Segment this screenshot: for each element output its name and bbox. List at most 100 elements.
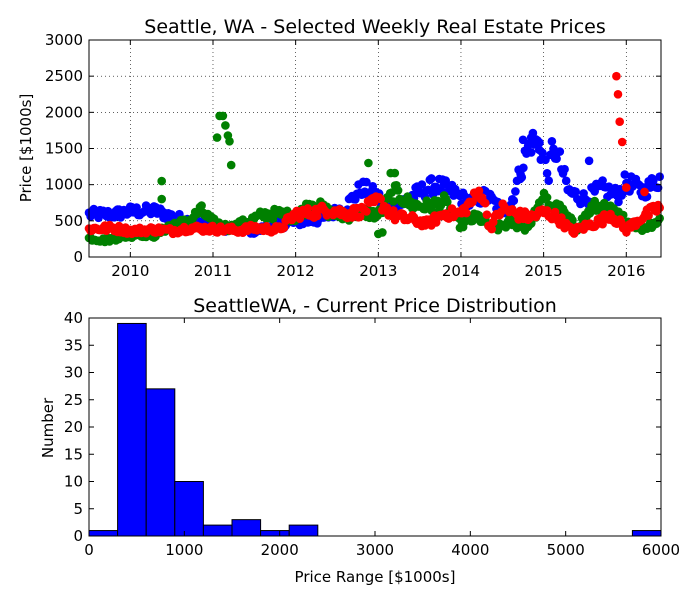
scatter-ytick-label: 0 [73,248,83,266]
histogram-bar [202,524,233,537]
scatter-point [527,148,536,157]
scatter-xtick-label: 2014 [442,262,480,280]
scatter-chart: Seattle, WA - Selected Weekly Real Estat… [17,16,664,280]
scatter-point [509,196,519,205]
scatter-point [547,137,557,146]
histogram-bar [288,524,319,537]
scatter-ylabel: Price [$1000s] [17,94,35,203]
scatter-xtick-label: 2016 [607,262,645,280]
scatter-point [655,203,664,213]
histogram-ytick-label: 25 [64,391,83,409]
scatter-ticks: 2010 2011 2012 2013 2014 2015 2016 0 500 1000 1500… [45,31,661,280]
histogram-plot-frame [88,317,662,537]
scatter-point [157,176,166,186]
histogram-xtick-label: 5000 [547,541,585,559]
histogram-bar [145,388,176,537]
scatter-points [84,71,664,247]
histogram-xtick-label: 2000 [261,541,299,559]
scatter-point [542,193,552,202]
histogram-ytick-label: 0 [73,527,83,545]
histogram-bar [117,322,147,537]
histogram-xtick-label: 6000 [642,541,680,559]
scatter-point [584,156,594,166]
histogram-ytick-label: 40 [64,309,83,327]
scatter-point [427,174,436,183]
scatter-point [622,183,631,192]
scatter-point [303,204,313,213]
scatter-point [613,90,623,99]
histogram-bars [88,322,662,537]
histogram-bar [174,481,204,537]
scatter-point [542,169,552,178]
histogram-xtick-label: 4000 [451,541,489,559]
scatter-point [560,164,569,174]
histogram-bar [631,530,662,537]
histogram-bar [260,530,290,537]
scatter-point [615,117,624,126]
scatter-point [653,183,663,193]
histogram-bar [231,519,262,537]
histogram-chart: SeattleWA, - Current Price Distribution … [39,295,680,586]
scatter-point [555,147,565,156]
scatter-point [218,111,228,121]
scatter-point [157,194,166,204]
scatter-point [212,133,222,142]
scatter-point [598,219,607,229]
scatter-point [221,121,230,130]
scatter-point [561,176,571,186]
scatter-point [462,208,471,218]
scatter-point [376,194,386,204]
scatter-point [362,177,371,187]
scatter-series-2 [84,71,664,239]
scatter-point [364,158,373,168]
histogram-ytick-label: 20 [64,418,83,436]
histogram-title: SeattleWA, - Current Price Distribution [193,295,557,317]
scatter-point [640,187,649,197]
scatter-plot-frame [88,39,662,258]
scatter-ytick-label: 2000 [45,103,83,121]
scatter-point [614,197,623,207]
scatter-point [552,154,561,163]
histogram-ytick-label: 30 [64,364,83,382]
scatter-point [617,137,627,147]
scatter-point [226,160,236,170]
scatter-point [544,176,553,185]
scatter-ytick-label: 1000 [45,176,83,194]
scatter-point [538,148,547,158]
scatter-point [474,186,484,196]
scatter-point [518,135,528,145]
histogram-ytick-label: 15 [64,445,83,463]
scatter-ytick-label: 1500 [45,140,83,158]
histogram-ytick-label: 5 [73,500,83,518]
histogram-bar [88,530,119,537]
scatter-point [468,197,477,207]
scatter-point [644,211,653,220]
scatter-point [482,210,492,219]
histogram-ticks: 0 1000 2000 3000 4000 5000 6000 0 5 10 15 20 25 30 35 4… [64,309,680,559]
scatter-xtick-label: 2011 [194,262,232,280]
scatter-ytick-label: 3000 [45,31,83,49]
scatter-point [393,186,403,195]
scatter-ytick-label: 2500 [45,67,83,85]
scatter-point [313,211,322,221]
scatter-point [655,172,664,181]
histogram-xlabel: Price Range [$1000s] [295,568,456,586]
scatter-xtick-label: 2015 [525,262,563,280]
scatter-point [535,138,544,147]
histogram-ylabel: Number [39,397,57,458]
scatter-xtick-label: 2012 [277,262,315,280]
scatter-point [443,197,452,207]
histogram-ytick-label: 35 [64,336,83,354]
scatter-point [197,201,206,210]
scatter-point [279,223,289,232]
scatter-point [225,137,234,146]
scatter-xtick-label: 2013 [359,262,397,280]
scatter-point [487,224,497,234]
scatter-point [378,228,387,237]
scatter-point [481,198,490,208]
scatter-point [511,187,520,196]
histogram-xtick-label: 0 [84,541,94,559]
scatter-point [362,207,371,216]
scatter-point [417,180,427,189]
